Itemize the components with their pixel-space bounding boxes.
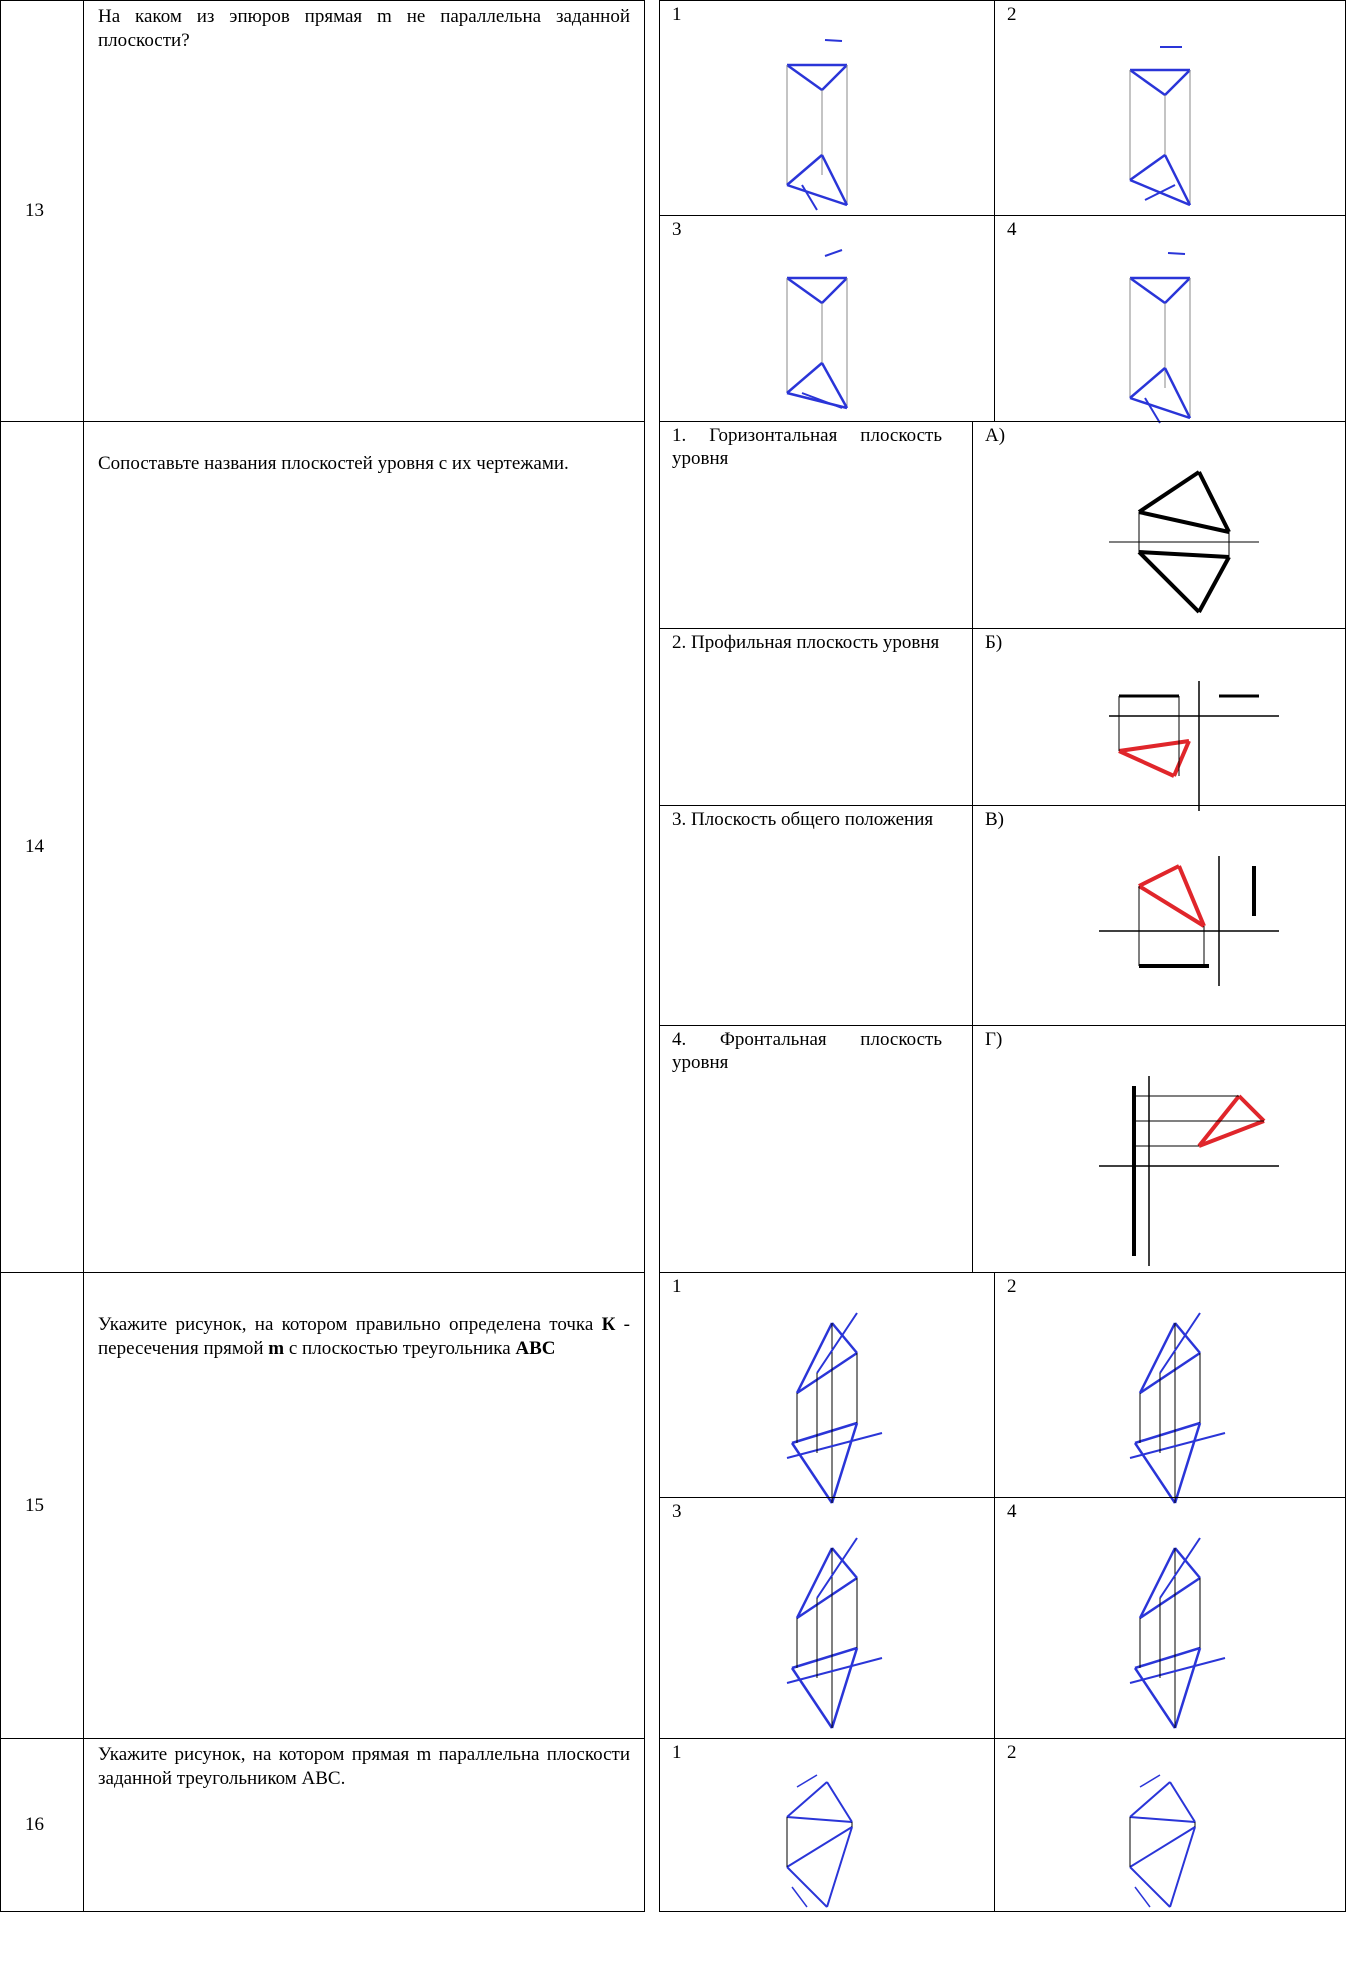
answer-cell: Г) — [972, 1025, 1346, 1273]
question: На каком из эпюров прямая m не параллель… — [83, 0, 645, 422]
option-label: 2 — [1007, 1276, 1017, 1297]
option: 2 — [994, 0, 1346, 216]
figure — [1039, 651, 1289, 872]
figure-drawing — [1109, 470, 1259, 614]
figure-drawing — [1099, 1076, 1309, 1266]
text: Укажите рисунок, на котором правильно оп… — [98, 1314, 602, 1335]
option-label: 4 — [1007, 219, 1017, 240]
figure-drawing — [786, 39, 849, 211]
figure — [707, 1767, 947, 1988]
figure — [1050, 248, 1290, 469]
text: с плоскостью треугольника — [284, 1338, 516, 1359]
figure — [1050, 1767, 1290, 1988]
item: 4. Фронтальная плоскость уровня — [672, 1029, 942, 1073]
question: Укажите рисунок, на котором правильно оп… — [83, 1272, 645, 1739]
figure-drawing — [1129, 1774, 1196, 1908]
item: 3. Плоскость общего положения — [672, 809, 934, 830]
answer-label: Б) — [985, 632, 1003, 653]
figure-drawing — [1129, 46, 1192, 207]
answer-cell: А) — [972, 421, 1346, 629]
answer-label: Г) — [985, 1029, 1003, 1050]
figure-drawing — [1129, 1312, 1226, 1504]
option: 1 — [659, 1272, 995, 1504]
option: 4 — [994, 215, 1346, 424]
option-label: 4 — [1007, 1501, 1017, 1522]
figure — [1050, 35, 1290, 256]
page: 13 На каком из эпюров прямая m не паралл… — [0, 0, 1346, 1912]
figure-drawing — [1129, 252, 1192, 424]
option: 3 — [659, 1497, 995, 1739]
figure — [1050, 1528, 1290, 1749]
row-number: 13 — [0, 0, 84, 422]
question: Сопоставьте названия плоскостей уровня с… — [83, 421, 645, 1273]
figure-drawing — [786, 249, 849, 410]
option: 1 — [659, 1738, 995, 1912]
text-bold: m — [268, 1338, 285, 1359]
figure — [707, 1303, 947, 1524]
option-label: 1 — [672, 1742, 682, 1763]
option: 3 — [659, 215, 995, 422]
option: 1 — [659, 0, 995, 216]
figure — [707, 248, 947, 469]
figure-drawing — [786, 1774, 853, 1908]
answer-cell: В) — [972, 805, 1346, 1026]
row-number: 14 — [0, 421, 84, 1273]
row-number: 16 — [0, 1738, 84, 1912]
option: 2 — [994, 1738, 1346, 1912]
option-label: 3 — [672, 1501, 682, 1522]
item: 2. Профильная плоскость уровня — [672, 632, 940, 653]
figure — [1039, 452, 1279, 673]
answer-label: В) — [985, 809, 1004, 830]
item-cell: 2. Профильная плоскость уровня — [659, 628, 973, 806]
figure-drawing — [1109, 681, 1289, 811]
option: 4 — [994, 1497, 1346, 1739]
figure-drawing — [1099, 856, 1289, 986]
text: - пересечения прямой — [98, 1314, 630, 1359]
figure — [707, 1528, 947, 1749]
question: Укажите рисунок, на котором прямая m пар… — [83, 1738, 645, 1912]
option-label: 1 — [672, 4, 682, 25]
figure — [1039, 836, 1289, 1057]
answer-cell: Б) — [972, 628, 1346, 811]
figure-drawing — [786, 1537, 883, 1729]
row-number: 15 — [0, 1272, 84, 1739]
answer-label: А) — [985, 425, 1006, 446]
text-bold: К — [601, 1314, 616, 1335]
figure — [1050, 1303, 1290, 1524]
item-cell: 4. Фронтальная плоскость уровня — [659, 1025, 973, 1273]
figure-drawing — [1129, 1537, 1226, 1729]
option-label: 2 — [1007, 1742, 1017, 1763]
figure — [1039, 1056, 1309, 1277]
option-label: 1 — [672, 1276, 682, 1297]
option: 2 — [994, 1272, 1346, 1504]
item-cell: 1. Горизонтальная плоскость уровня — [659, 421, 973, 629]
option-label: 2 — [1007, 4, 1017, 25]
figure-drawing — [786, 1312, 883, 1504]
figure — [707, 35, 947, 256]
option-label: 3 — [672, 219, 682, 240]
text-bold: ABC — [515, 1338, 556, 1359]
item: 1. Горизонтальная плоскость уровня — [672, 425, 942, 469]
item-cell: 3. Плоскость общего положения — [659, 805, 973, 1026]
